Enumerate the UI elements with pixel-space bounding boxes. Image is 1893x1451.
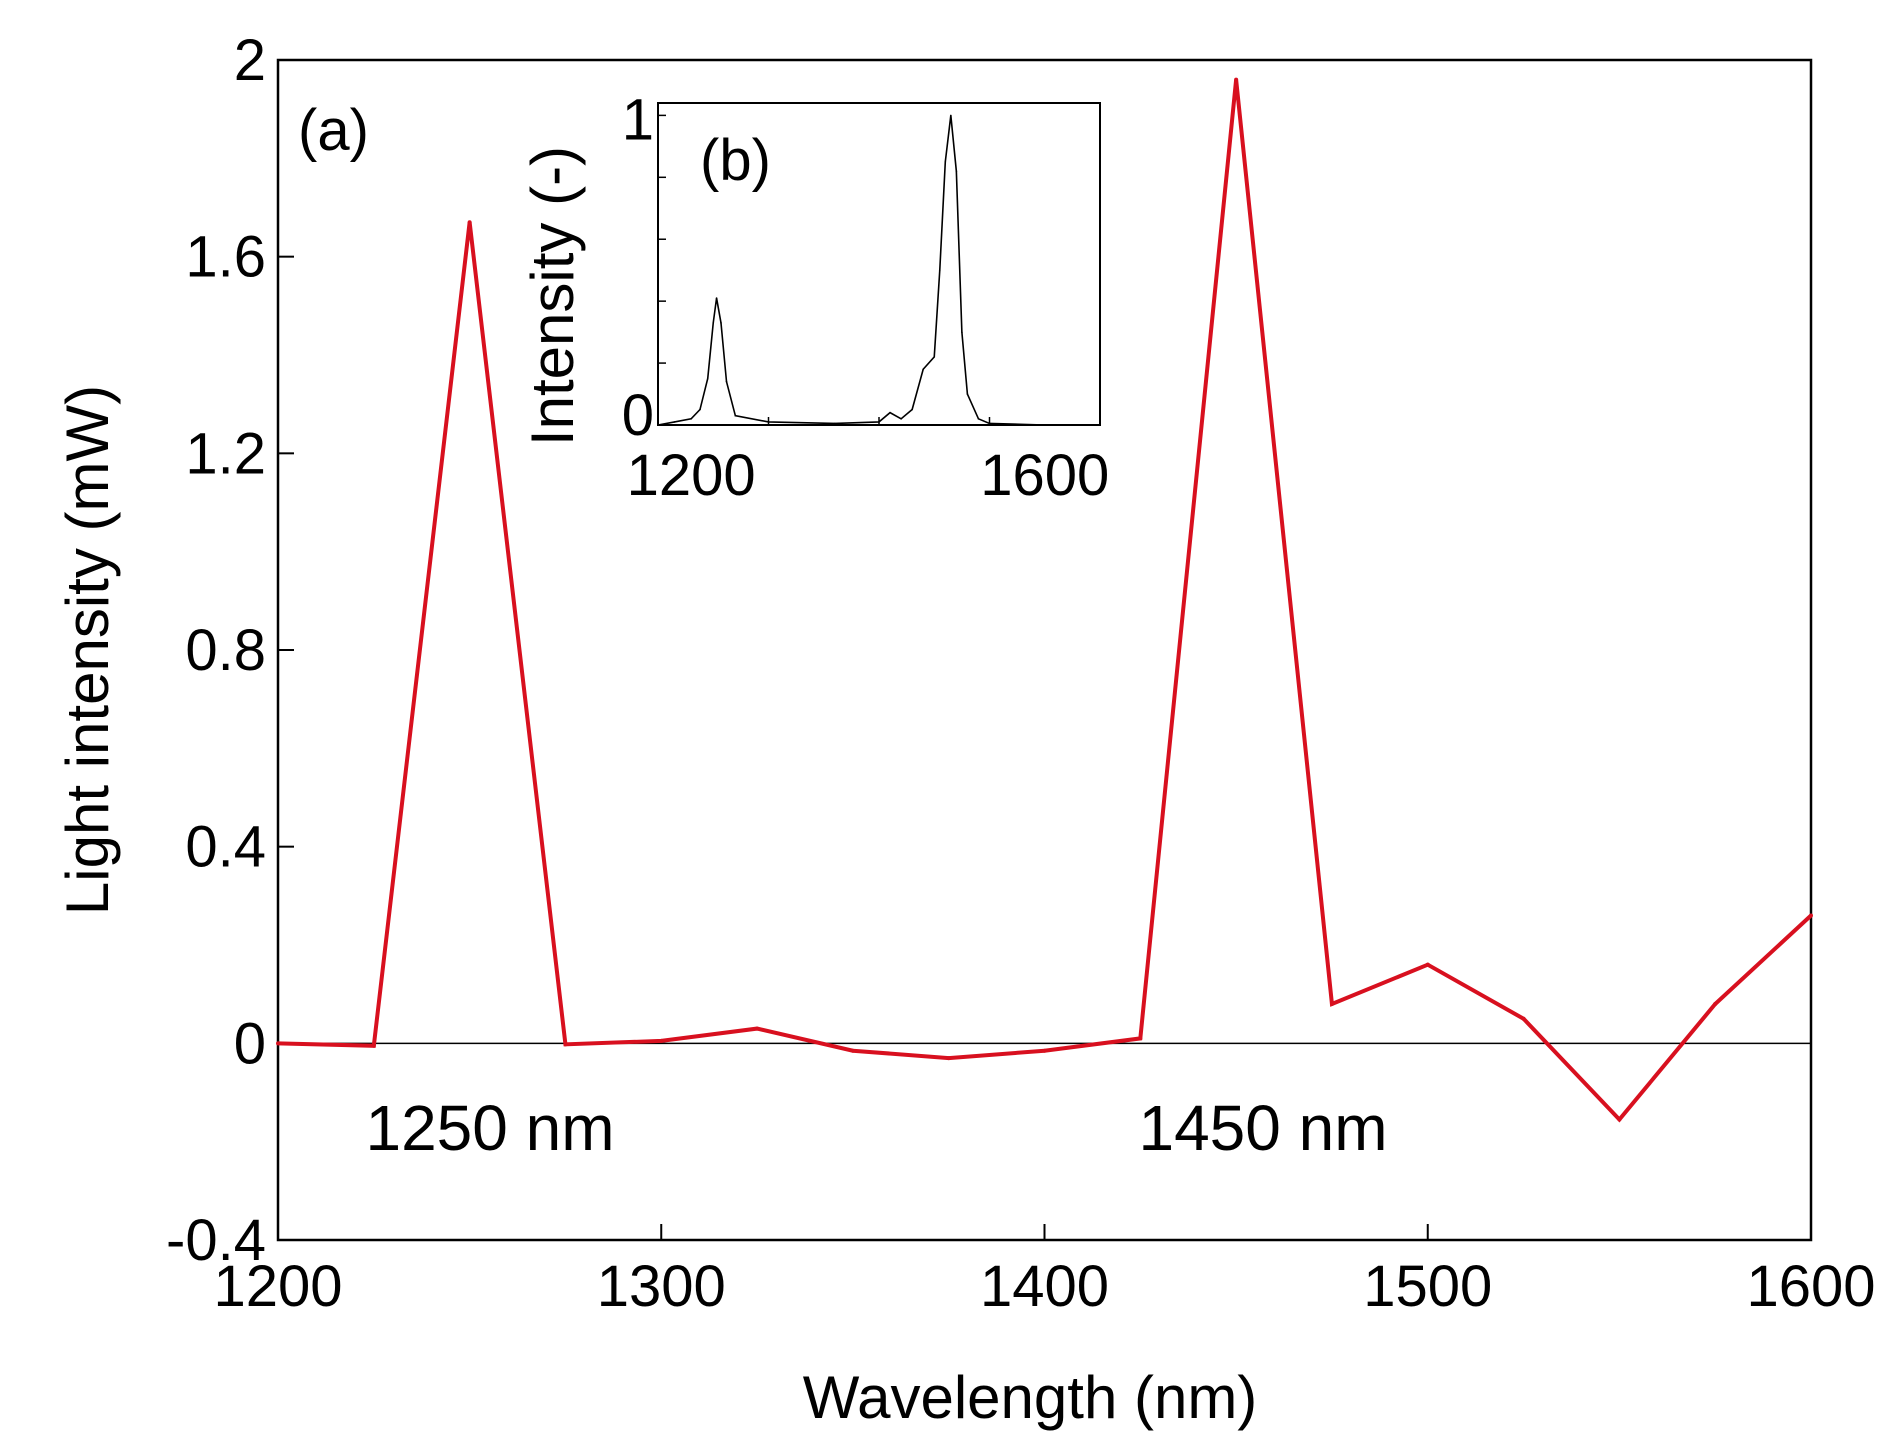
- y-tick-label-0: 0: [234, 1011, 266, 1076]
- inset-y-ticks: 01: [622, 87, 666, 448]
- panel-label-a: (a): [298, 98, 369, 163]
- series-line-inset-intensity: [657, 115, 1100, 426]
- inset-data-point-1440: [922, 368, 924, 371]
- inset-data-point-1215: [673, 421, 676, 423]
- inset-data-point-1262: [725, 380, 728, 383]
- y-tick-label-0-4: 0.4: [185, 815, 266, 880]
- data-point-1600: [1809, 913, 1813, 918]
- data-point-1425: [1138, 1036, 1143, 1041]
- main-plot: 1200 1300 1400 1500 1600 -0.400.40.81.21.62 …: [54, 28, 1876, 1431]
- y-axis-title: Light intensity (mW): [54, 385, 121, 915]
- data-point-1475: [1329, 1002, 1334, 1006]
- inset-data-point-1430: [911, 408, 913, 411]
- data-point-1550: [1617, 1117, 1622, 1122]
- y-tick-label-2: 2: [234, 28, 266, 93]
- inset-data-point-1253: [715, 297, 718, 299]
- inset-data-point-1400: [878, 421, 880, 423]
- inset-data-point-1550: [1043, 424, 1046, 426]
- main-data-points: [276, 77, 1813, 1122]
- inset-data-point-1360: [834, 422, 836, 425]
- inset-data-points: [657, 114, 1101, 426]
- inset-data-point-1238: [699, 408, 701, 411]
- annotation-1250nm: 1250 nm: [365, 1092, 614, 1164]
- inset-data-point-1600: [1099, 424, 1101, 426]
- data-point-1300: [659, 1038, 664, 1043]
- inset-data-point-1470: [955, 170, 958, 172]
- data-point-1225: [371, 1043, 376, 1048]
- inset-x-ticks: 1200 1600: [627, 417, 1109, 508]
- data-point-1525: [1521, 1016, 1526, 1021]
- y-tick-label-0-8: 0.8: [185, 618, 266, 683]
- data-point-1575: [1713, 1002, 1718, 1006]
- data-point-1325: [755, 1026, 760, 1031]
- panel-label-b: (b): [700, 128, 771, 193]
- inset-y-tick-label-0: 0: [622, 383, 654, 448]
- main-x-ticks: 1200 1300 1400 1500 1600: [213, 1224, 1876, 1319]
- data-point-1500: [1425, 962, 1430, 967]
- inset-data-point-1475: [961, 331, 963, 333]
- x-tick-label-1500: 1500: [1363, 1254, 1492, 1319]
- inset-plot: 1200 1600 01 (b) Intensity (-): [519, 87, 1109, 508]
- inset-y-tick-label-1: 1: [622, 87, 654, 152]
- data-point-1450: [1234, 77, 1239, 82]
- inset-x-tick-label-1600: 1600: [980, 443, 1109, 508]
- inset-data-point-1490: [977, 418, 980, 420]
- inset-data-point-1450: [933, 356, 936, 358]
- inset-data-point-1270: [734, 414, 737, 417]
- inset-data-point-1230: [690, 418, 692, 420]
- inset-data-point-1465: [950, 114, 952, 117]
- data-point-1400: [1042, 1048, 1047, 1053]
- inset-data-point-1455: [938, 269, 941, 271]
- inset-data-point-1420: [900, 418, 902, 420]
- x-axis-title: Wavelength (nm): [803, 1364, 1258, 1431]
- inset-data-point-1500: [988, 422, 991, 425]
- x-tick-label-1200: 1200: [213, 1254, 342, 1319]
- inset-y-axis-title: Intensity (-): [519, 146, 586, 446]
- inset-data-point-1200: [657, 424, 659, 426]
- inset-data-point-1250: [712, 322, 715, 324]
- data-point-1250: [467, 220, 472, 225]
- main-y-ticks: -0.4 0 0.4 0.8 1.2 1.6 2: [166, 28, 294, 1273]
- data-point-1350: [850, 1048, 855, 1053]
- inset-data-point-1300: [767, 421, 770, 423]
- annotation-1450nm: 1450 nm: [1138, 1092, 1387, 1164]
- inset-data-point-1460: [944, 161, 947, 163]
- inset-x-tick-label-1200: 1200: [627, 443, 756, 508]
- x-tick-label-1600: 1600: [1746, 1254, 1875, 1319]
- data-point-1375: [946, 1056, 951, 1061]
- y-tick-label-1-6: 1.6: [185, 225, 266, 290]
- inset-data-point-1245: [706, 377, 709, 380]
- x-tick-label-1300: 1300: [597, 1254, 726, 1319]
- x-tick-label-1400: 1400: [980, 1254, 1109, 1319]
- data-point-1275: [563, 1042, 568, 1047]
- y-tick-label-0-4: -0.4: [166, 1208, 266, 1273]
- inset-plot-frame: [657, 102, 1101, 426]
- inset-data-point-1410: [889, 411, 891, 414]
- inset-data-point-1257: [720, 322, 722, 324]
- inset-data-point-1480: [966, 393, 969, 395]
- y-tick-label-1-2: 1.2: [185, 421, 266, 486]
- data-point-1200: [276, 1041, 280, 1046]
